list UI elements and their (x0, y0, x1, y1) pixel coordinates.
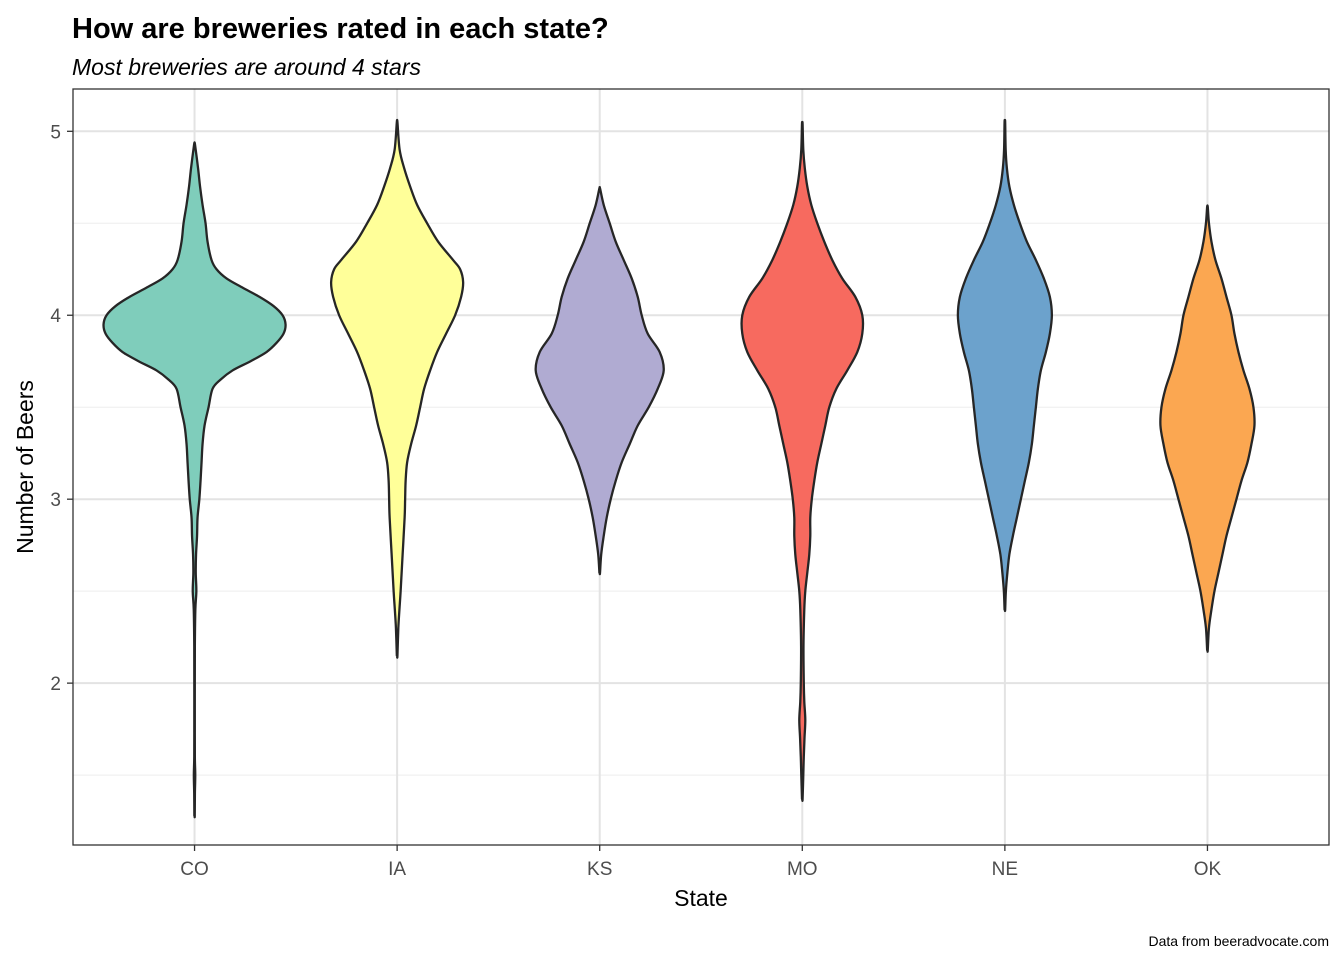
x-tick-label: NE (992, 859, 1018, 880)
x-tick-label: MO (787, 859, 818, 880)
violin-mo (740, 120, 865, 802)
x-tick-label: CO (180, 859, 209, 880)
y-axis-title: Number of Beers (12, 380, 38, 554)
y-tick-label: 3 (50, 490, 61, 511)
grid-lines (73, 89, 1329, 845)
y-tick-label: 5 (50, 122, 61, 143)
chart-title: How are breweries rated in each state? (72, 13, 609, 45)
x-axis-title: State (674, 885, 728, 911)
violins (102, 118, 1256, 819)
y-axis: 2 3 4 5 (50, 122, 73, 695)
panel-border (72, 88, 1330, 846)
y-tick-label: 4 (50, 306, 61, 327)
x-tick-label: OK (1194, 859, 1222, 880)
violin-co (102, 141, 287, 819)
chart-subtitle: Most breweries are around 4 stars (72, 54, 421, 80)
x-axis: CO IA KS MO NE OK (180, 845, 1222, 880)
violin-ks (534, 185, 665, 576)
x-tick-label: IA (388, 859, 406, 880)
y-tick-label: 2 (50, 674, 61, 695)
violin-ok (1159, 204, 1256, 653)
violin-ia (329, 118, 465, 659)
x-tick-label: KS (587, 859, 612, 880)
chart-caption: Data from beeradvocate.com (1148, 933, 1329, 949)
violin-ne (956, 118, 1054, 613)
